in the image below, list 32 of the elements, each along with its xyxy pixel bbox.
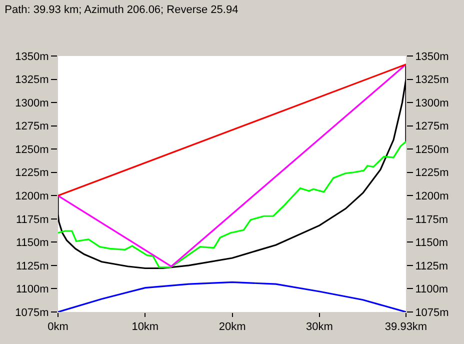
y-tick-label: 1125m <box>16 260 49 272</box>
y2-tick-label: 1250m <box>415 144 449 156</box>
y2-tick-label: 1075m <box>415 306 449 319</box>
y2-tick-label: 1325m <box>415 74 449 86</box>
y-tick-label: 1350m <box>15 50 49 63</box>
chart-title: Path: 39.93 km; Azimuth 206.06; Reverse 25.94 <box>4 4 238 16</box>
y-tick-label: 1300m <box>15 97 49 110</box>
y-tick-label: 1325m <box>15 74 49 86</box>
y-tick-label: 1275m <box>15 120 49 133</box>
y-tick-label: 1250m <box>15 144 49 156</box>
line-series <box>58 281 406 312</box>
line-series <box>58 140 406 268</box>
y-tick-label: 1100m <box>16 284 49 296</box>
y2-tick-label: 1275m <box>415 120 449 133</box>
y-tick-label: 1150m <box>16 237 49 250</box>
x-tick-label: 10km <box>132 321 159 334</box>
y2-tick-label: 1125m <box>415 260 448 272</box>
y-tick-label: 1225m <box>15 167 49 180</box>
y2-tick-label: 1300m <box>415 97 449 110</box>
x-tick-label: 39.93km <box>384 321 428 334</box>
y2-tick-label: 1175m <box>415 214 448 226</box>
x-tick-label: 0km <box>48 321 68 334</box>
y2-tick-label: 1100m <box>415 284 448 296</box>
x-tick-label: 20km <box>218 321 246 334</box>
y2-tick-label: 1225m <box>415 167 449 180</box>
y2-tick-label: 1150m <box>415 237 448 250</box>
y2-tick-label: 1350m <box>415 50 449 63</box>
y-tick-label: 1175m <box>16 214 49 226</box>
y2-tick-label: 1200m <box>415 190 449 202</box>
y-tick-label: 1075m <box>15 306 49 319</box>
y-tick-label: 1200m <box>15 190 49 202</box>
x-tick-label: 30km <box>306 321 333 334</box>
